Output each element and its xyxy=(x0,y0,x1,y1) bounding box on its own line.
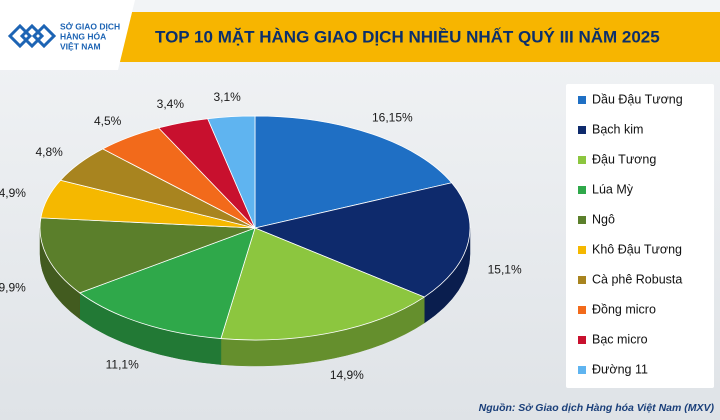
legend-box xyxy=(566,84,714,388)
pie-slice xyxy=(220,227,426,341)
legend-label: Đậu Tương xyxy=(592,152,656,166)
legend-label: Ngô xyxy=(592,212,615,226)
legend-marker xyxy=(578,216,586,224)
value-label: 3,1% xyxy=(213,90,241,104)
chart-title: TOP 10 MẶT HÀNG GIAO DỊCH NHIỀU NHẤT QUÝ… xyxy=(155,27,660,46)
value-label: 4,8% xyxy=(35,145,63,159)
logo-text: HÀNG HÓA xyxy=(60,30,106,41)
legend-label: Bạc micro xyxy=(592,332,648,346)
legend-label: Cà phê Robusta xyxy=(592,272,682,286)
legend-marker xyxy=(578,96,586,104)
value-label: 15,1% xyxy=(488,262,522,276)
pie-slice xyxy=(39,217,256,294)
value-label: 9,9% xyxy=(0,280,26,294)
value-label: 16,15% xyxy=(372,110,413,124)
value-label: 3,4% xyxy=(157,97,185,111)
legend-label: Đồng micro xyxy=(592,302,656,316)
value-label: 14,9% xyxy=(330,368,364,382)
legend-marker xyxy=(578,126,586,134)
value-label: 4,9% xyxy=(0,186,26,200)
legend-label: Đường 11 xyxy=(592,362,648,376)
legend-marker xyxy=(578,336,586,344)
pie: 16,15% 15,1% 14,9% 11,1% 9,9% 4,9% 4,8% 4,5% 3,4… xyxy=(0,90,522,382)
legend-marker xyxy=(578,156,586,164)
source: Nguồn: Sở Giao dịch Hàng hóa Việt Nam (M… xyxy=(479,402,715,414)
pie-slice xyxy=(254,115,453,229)
legend-marker xyxy=(578,246,586,254)
legend-marker xyxy=(578,366,586,374)
logo-text: VIỆT NAM xyxy=(60,40,101,51)
legend-label: Lúa Mỳ xyxy=(592,182,634,196)
logo-mark xyxy=(7,23,57,49)
pie-slice xyxy=(207,115,256,229)
legend-marker xyxy=(578,186,586,194)
legend-label: Dầu Đậu Tương xyxy=(592,92,683,106)
logo-text: SỞ GIAO DỊCH xyxy=(60,20,120,31)
value-label: 11,1% xyxy=(106,357,139,371)
pie-slice xyxy=(253,182,471,298)
legend-label: Khô Đậu Tương xyxy=(592,242,682,256)
logo-box xyxy=(0,0,135,70)
legend-marker xyxy=(578,276,586,284)
legend-label: Bạch kim xyxy=(592,122,643,136)
value-label: 4,5% xyxy=(94,114,122,128)
pie-slice xyxy=(78,227,256,340)
legend-marker xyxy=(578,306,586,314)
